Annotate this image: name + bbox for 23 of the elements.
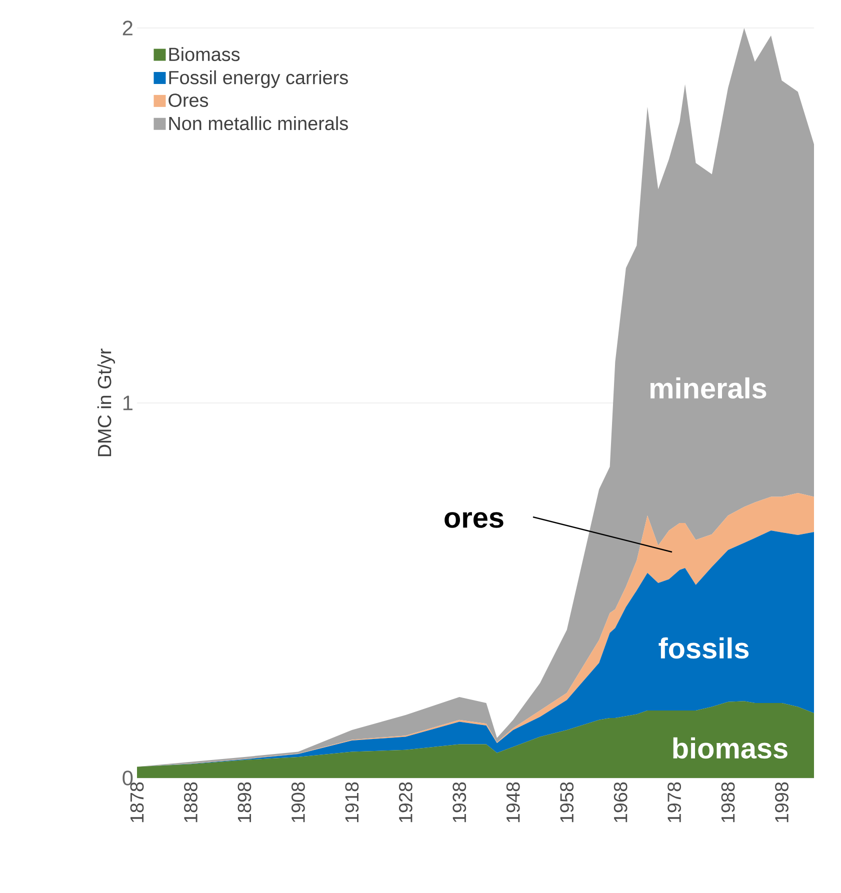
x-tick-label: 1998 [775,782,788,822]
x-tick-label: 1978 [668,782,682,822]
x-tick-label: 1958 [560,782,574,822]
y-tick-label: 1 [123,396,132,410]
x-tick-label: 1948 [506,782,520,822]
legend-label: Biomass [169,47,240,62]
x-tick-label: 1908 [291,782,305,822]
y-axis-title: DMC in Gt/yr [97,348,115,456]
x-tick-label: 1938 [452,782,466,822]
annotation: minerals [650,377,766,399]
annotation: fossils [658,637,749,659]
legend-label: Non metallic minerals [169,116,348,130]
annotation: ores [444,512,504,528]
x-tick-label: 1888 [184,782,198,822]
legend-label: Ores [168,94,208,107]
x-tick-label: 1928 [398,782,412,822]
x-tick-label: 1898 [238,782,252,822]
annotation: biomass [673,737,788,759]
x-tick-label: 1968 [614,782,628,822]
x-tick-label: 1988 [721,782,735,822]
legend-label: Fossil energy carriers [169,70,348,88]
x-tick-label: 1918 [345,782,359,822]
y-tick-label: 2 [122,20,132,36]
